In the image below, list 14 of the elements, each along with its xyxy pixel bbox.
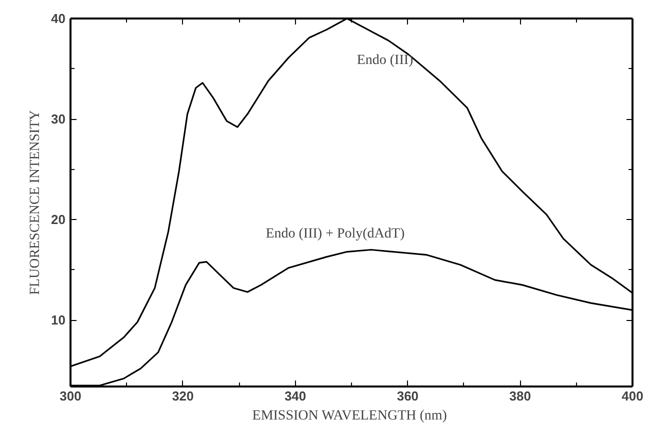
- y-tick-label: 10: [51, 312, 66, 328]
- x-tick-label: 380: [509, 388, 531, 404]
- y-tick-label: 30: [51, 112, 66, 127]
- y-tick-label: 20: [51, 212, 66, 228]
- x-tick-label: 400: [622, 388, 644, 404]
- y-axis-title: FLUORESCENCE INTENSITY: [28, 110, 44, 295]
- x-tick-label: 360: [396, 388, 419, 404]
- series-label: Endo (III) + Poly(dAdT): [266, 226, 405, 242]
- x-tick-label: 320: [172, 388, 194, 404]
- series-label: Endo (III): [356, 53, 414, 68]
- x-tick-label: 340: [284, 388, 306, 404]
- x-axis-title: EMISSION WAVELENGTH (nm): [252, 408, 448, 424]
- y-tick-label: 40: [51, 11, 66, 26]
- x-tick-label: 300: [60, 388, 82, 404]
